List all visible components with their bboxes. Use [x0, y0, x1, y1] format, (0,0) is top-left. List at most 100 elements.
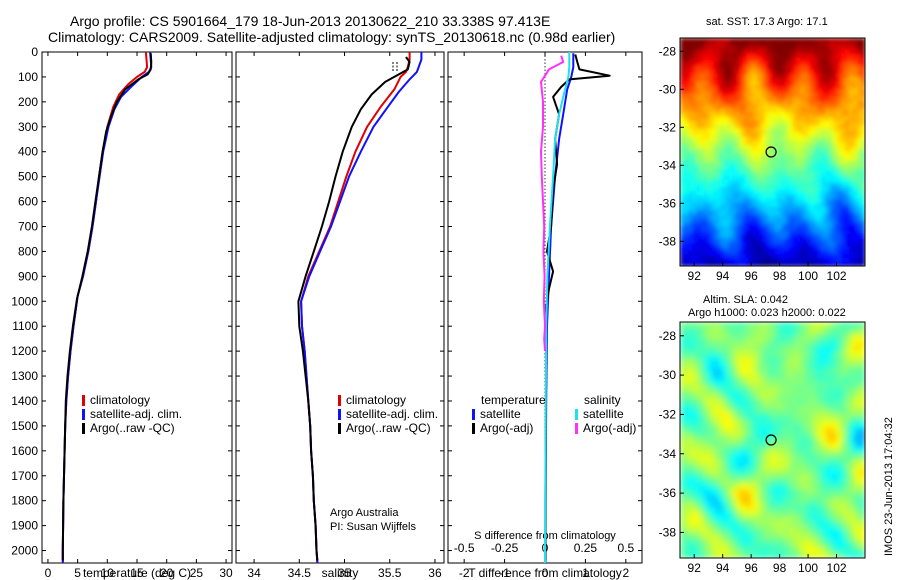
sst-map: 92 94 96 98 100 102 -28 -30 -32 -34 -36 -38 — [659, 37, 866, 283]
y-tick-label: 1700 — [11, 469, 38, 483]
series-line — [297, 56, 411, 561]
legend-swatch — [338, 409, 341, 420]
map-field — [680, 322, 865, 558]
map-x-tick-label: 100 — [798, 561, 818, 575]
x-tick-label: -1 — [499, 566, 510, 580]
map-y-tick-label: -32 — [659, 407, 677, 421]
x-axis-label: salinity — [322, 566, 359, 580]
y-tick-label: 1400 — [11, 394, 38, 408]
y-tick-label: 700 — [18, 219, 38, 233]
y-tick-label: 600 — [18, 195, 38, 209]
y-tick-label: 500 — [18, 170, 38, 184]
figure-title-line1: Argo profile: CS 5901664_179 18-Jun-2013… — [70, 13, 550, 29]
map-y-tick-label: -32 — [659, 120, 677, 134]
argo-location-marker — [765, 146, 777, 158]
x-tick-label: -2 — [459, 566, 470, 580]
qc-flag-marker — [392, 62, 398, 72]
y-tick-label: 0 — [31, 45, 38, 59]
x-tick-label: 2 — [622, 566, 629, 580]
map-y-tick-label: -28 — [659, 44, 677, 58]
sla-map: 92 94 96 98 100 102 -28 -30 -32 -34 -36 -38 — [659, 321, 866, 575]
map-x-tick-label: 94 — [716, 561, 730, 575]
map-y-tick-label: -34 — [659, 158, 677, 172]
x-axis-label: temperature (deg C) — [83, 566, 191, 580]
map-x-tick-label: 92 — [688, 269, 702, 283]
credit-label: IMOS 23-Jun-2013 17:04:32 — [883, 417, 895, 556]
sla-map-subtitle: Argo h1000: 0.023 h2000: 0.022 — [688, 307, 846, 319]
x-tick-label: 34 — [247, 566, 261, 580]
x-tick-label: 25 — [190, 566, 204, 580]
map-x-tick-label: 94 — [716, 269, 730, 283]
map-x-tick-label: 96 — [744, 561, 758, 575]
x-tick-label: 0 — [542, 566, 549, 580]
x-tick-label: 35 — [338, 566, 352, 580]
y-tick-label: 1200 — [11, 344, 38, 358]
difference-panel: -2 -1 0 1 2-0.5 -0.25 0 0.25 0.5S difference fro… — [447, 51, 643, 580]
legend-swatch — [575, 423, 578, 434]
s-tick-label: -0.5 — [454, 541, 475, 555]
plot-frame — [235, 51, 445, 564]
s-tick-label: 0.5 — [617, 541, 634, 555]
sst-map-title: sat. SST: 17.3 Argo: 17.1 — [706, 16, 828, 28]
y-tick-label: 1900 — [11, 519, 38, 533]
legend-header-salinity: salinity — [584, 393, 621, 407]
map-x-tick-label: 92 — [688, 561, 702, 575]
map-y-tick-label: -30 — [659, 368, 677, 382]
plot-frame — [41, 51, 233, 564]
map-x-tick-label: 102 — [827, 269, 847, 283]
y-tick-label: 1600 — [11, 444, 38, 458]
map-x-tick-label: 98 — [773, 561, 787, 575]
y-tick-label: 200 — [18, 95, 38, 109]
map-y-tick-label: -30 — [659, 82, 677, 96]
series-line — [544, 52, 571, 563]
x-tick-label: 5 — [74, 566, 81, 580]
y-tick-label: 300 — [18, 120, 38, 134]
argo-location-marker — [765, 434, 777, 446]
y-tick-label: 2000 — [11, 544, 38, 558]
series-line — [540, 55, 565, 352]
legend-swatch — [82, 423, 85, 434]
map-y-tick-label: -36 — [659, 196, 677, 210]
legend-entry: Argo(-adj) — [480, 421, 533, 435]
y-tick-label: 1800 — [11, 494, 38, 508]
legend-swatch — [338, 395, 341, 406]
legend-swatch — [472, 423, 475, 434]
y-tick-label: 1300 — [11, 369, 38, 383]
map-x-tick-label: 100 — [798, 269, 818, 283]
map-frame — [679, 37, 866, 267]
legend-entry: climatology — [90, 393, 150, 407]
map-y-tick-label: -28 — [659, 329, 677, 343]
legend-swatch — [82, 395, 85, 406]
x-tick-label: 0 — [45, 566, 52, 580]
legend-swatch — [82, 409, 85, 420]
x-tick-label: 1 — [582, 566, 589, 580]
y-tick-label: 100 — [18, 70, 38, 84]
y-tick-label: 1100 — [12, 319, 38, 333]
legend-entry: Argo(..raw -QC) — [90, 421, 175, 435]
x-tick-label: 15 — [130, 566, 144, 580]
agency-label: Argo Australia — [330, 507, 399, 519]
map-y-tick-label: -38 — [659, 525, 677, 539]
x-tick-label: 20 — [160, 566, 174, 580]
s-tick-label: -0.25 — [491, 541, 519, 555]
legend-entry: climatology — [346, 393, 406, 407]
map-y-tick-label: -38 — [659, 234, 677, 248]
map-x-tick-label: 102 — [827, 561, 847, 575]
legend-swatch — [472, 409, 475, 420]
x-tick-label: 34.5 — [288, 566, 312, 580]
map-x-tick-label: 98 — [773, 269, 787, 283]
sla-map-title: Altim. SLA: 0.042 — [703, 294, 788, 306]
series-line — [61, 53, 153, 561]
legend-entry: Argo(-adj) — [583, 421, 636, 435]
y-tick-label: 1500 — [11, 419, 38, 433]
legend-entry: satellite — [480, 407, 521, 421]
map-y-tick-label: -36 — [659, 486, 677, 500]
legend-swatch — [575, 409, 578, 420]
y-tick-label: 900 — [18, 269, 38, 283]
x-tick-label: 35.5 — [378, 566, 402, 580]
map-frame — [679, 321, 866, 559]
x-tick-label: 36 — [428, 566, 442, 580]
legend-entry: satellite-adj. clim. — [346, 407, 438, 421]
y-tick-label: 400 — [18, 145, 38, 159]
